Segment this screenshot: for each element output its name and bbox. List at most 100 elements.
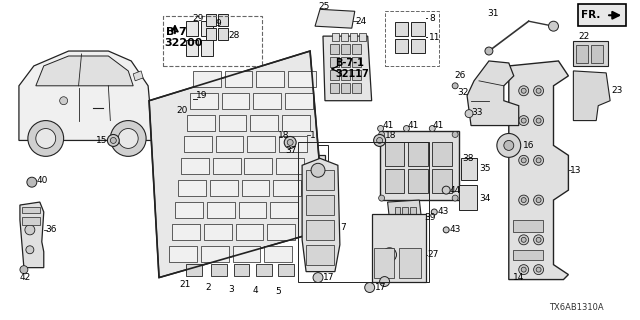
Bar: [207, 202, 234, 218]
Circle shape: [431, 209, 437, 215]
Text: 8: 8: [429, 14, 435, 23]
Bar: [175, 202, 203, 218]
Text: 1: 1: [310, 131, 316, 140]
Bar: [184, 136, 212, 152]
Circle shape: [26, 246, 34, 254]
Bar: [394, 39, 408, 53]
Text: 32: 32: [457, 88, 468, 97]
Polygon shape: [20, 202, 44, 268]
Text: 9: 9: [216, 19, 221, 28]
Bar: [312, 159, 323, 169]
Bar: [218, 28, 228, 40]
Bar: [193, 71, 221, 87]
Text: 41: 41: [383, 121, 394, 130]
Circle shape: [60, 97, 68, 105]
Bar: [513, 250, 543, 260]
Bar: [306, 195, 334, 215]
Bar: [204, 224, 232, 240]
Text: 19: 19: [196, 91, 207, 100]
Bar: [201, 246, 228, 262]
Bar: [432, 142, 452, 166]
Bar: [399, 248, 421, 277]
Bar: [341, 33, 348, 41]
Circle shape: [452, 83, 458, 89]
Bar: [278, 264, 294, 276]
Bar: [352, 83, 361, 93]
Bar: [432, 169, 452, 193]
Bar: [408, 142, 428, 166]
Bar: [341, 44, 350, 54]
Bar: [352, 44, 361, 54]
Polygon shape: [19, 51, 153, 140]
Bar: [352, 57, 361, 67]
Circle shape: [380, 276, 390, 286]
Polygon shape: [149, 51, 325, 277]
Bar: [341, 83, 350, 93]
Text: 41: 41: [432, 121, 444, 130]
Circle shape: [379, 132, 385, 138]
Circle shape: [485, 47, 493, 55]
Text: 32117: 32117: [335, 69, 369, 79]
Bar: [330, 57, 339, 67]
Bar: [257, 71, 284, 87]
Text: TX6AB1310A: TX6AB1310A: [548, 303, 603, 312]
Bar: [330, 70, 339, 80]
Text: 5: 5: [275, 287, 281, 296]
Polygon shape: [509, 61, 568, 280]
Bar: [201, 40, 212, 56]
Bar: [380, 131, 459, 200]
Polygon shape: [302, 158, 340, 272]
Text: 16: 16: [523, 141, 534, 150]
Circle shape: [376, 138, 383, 143]
Polygon shape: [467, 61, 519, 125]
Polygon shape: [133, 71, 143, 81]
Bar: [330, 44, 339, 54]
Text: 39: 39: [424, 213, 436, 222]
Bar: [178, 180, 205, 196]
Bar: [306, 170, 334, 190]
Bar: [394, 207, 401, 232]
Circle shape: [536, 158, 541, 163]
Text: 38: 38: [462, 154, 474, 163]
Bar: [412, 22, 426, 36]
Text: 20: 20: [176, 106, 188, 115]
Circle shape: [536, 237, 541, 242]
Bar: [385, 11, 439, 66]
Circle shape: [504, 140, 514, 150]
Text: 2: 2: [205, 283, 211, 292]
Text: 11: 11: [429, 33, 441, 42]
Circle shape: [521, 88, 526, 93]
Text: 3: 3: [228, 285, 234, 294]
Bar: [205, 28, 216, 40]
Bar: [350, 33, 356, 41]
Text: 17: 17: [374, 283, 386, 292]
Bar: [211, 264, 227, 276]
Text: B-7: B-7: [166, 27, 187, 37]
Bar: [403, 207, 408, 232]
Circle shape: [36, 129, 56, 148]
Text: 42: 42: [20, 273, 31, 282]
Circle shape: [452, 195, 458, 201]
Polygon shape: [323, 36, 372, 101]
Circle shape: [521, 237, 526, 242]
Bar: [212, 158, 241, 174]
Text: 32200: 32200: [164, 38, 202, 48]
Circle shape: [442, 186, 450, 194]
Circle shape: [110, 138, 116, 143]
Bar: [332, 33, 339, 41]
Bar: [172, 224, 200, 240]
Bar: [186, 264, 202, 276]
Bar: [248, 136, 275, 152]
Text: FR.: FR.: [581, 10, 601, 20]
Text: 4: 4: [252, 286, 258, 295]
Bar: [385, 142, 404, 166]
Bar: [312, 171, 323, 181]
Bar: [181, 158, 209, 174]
Circle shape: [548, 21, 559, 31]
Circle shape: [521, 267, 526, 272]
Circle shape: [534, 265, 543, 275]
Text: 22: 22: [579, 32, 589, 41]
Text: B-7-1: B-7-1: [335, 58, 364, 68]
Bar: [187, 115, 214, 131]
Circle shape: [403, 125, 410, 132]
